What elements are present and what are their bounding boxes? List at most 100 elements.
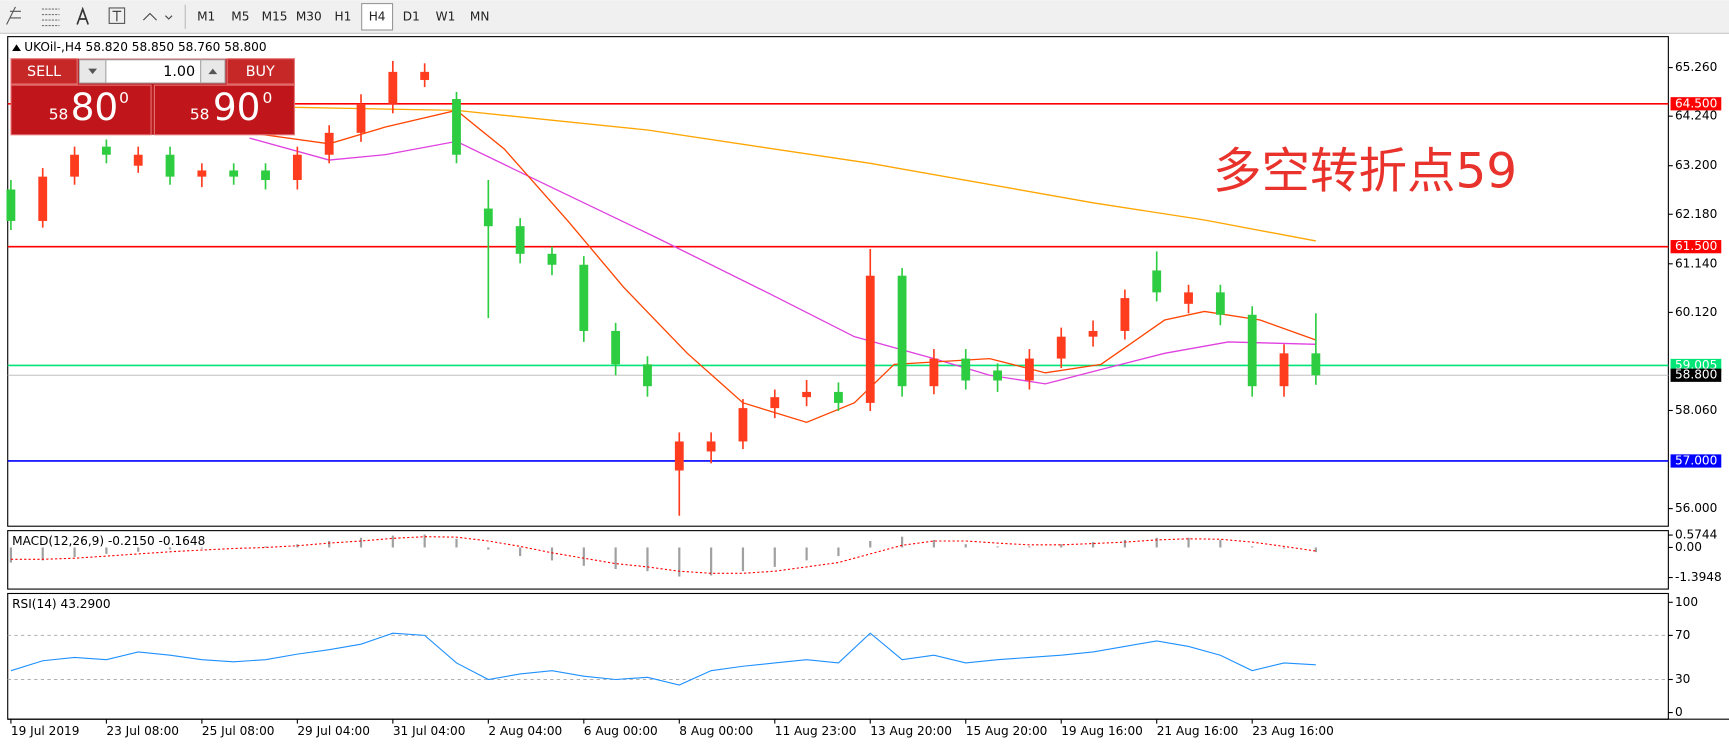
toolbar: M1 M5 M15 M30 H1 H4 D1 W1 MN: [0, 0, 1729, 34]
candle-body: [261, 170, 270, 180]
timeframe-button[interactable]: D1: [403, 9, 420, 23]
candle-body: [292, 154, 302, 180]
level-label: 57.000: [1675, 453, 1717, 467]
trade-panel: SELL 1.00 BUY 58 80 0 58 90 0: [10, 58, 295, 136]
candle-body: [738, 408, 748, 442]
candle-body: [452, 99, 461, 155]
candle-body: [1279, 353, 1289, 387]
candle-body: [1024, 358, 1034, 381]
timeframe-label: M5: [231, 9, 249, 23]
candle-body: [1056, 336, 1066, 359]
x-tick-label: 31 Jul 04:00: [393, 724, 466, 738]
y-tick-label: 58.060: [1675, 403, 1717, 417]
y-tick-label: 0.5744: [1675, 528, 1718, 542]
x-tick-label: 19 Jul 2019: [11, 724, 80, 738]
y-tick-label: 56.000: [1675, 501, 1717, 515]
timeframe-button[interactable]: H1: [335, 9, 352, 23]
panel-title: MACD(12,26,9) -0.2150 -0.1648: [12, 534, 205, 548]
buy-price[interactable]: 58 90 0: [153, 84, 295, 136]
x-tick-label: 25 Jul 08:00: [202, 724, 275, 738]
candle-body: [229, 170, 239, 177]
candle-body: [356, 103, 366, 133]
timeframe-label: H4: [369, 9, 386, 23]
sell-price[interactable]: 58 80 0: [10, 84, 152, 136]
tool-crosshair[interactable]: [6, 6, 21, 25]
level-label-bg: [1670, 240, 1722, 254]
panel-title: RSI(14) 43.2900: [12, 597, 110, 611]
timeframe-button[interactable]: M5: [231, 9, 249, 23]
candle-body: [1215, 292, 1225, 315]
level-label-bg: [1670, 97, 1722, 111]
toolbar-bg: [0, 0, 1729, 34]
lots-up[interactable]: [200, 59, 226, 84]
timeframe-button[interactable]: H4: [361, 2, 394, 31]
candle-body: [515, 226, 525, 254]
candle-body: [865, 275, 875, 403]
x-tick-label: 23 Aug 16:00: [1252, 724, 1334, 738]
timeframe-button[interactable]: MN: [470, 9, 490, 23]
level-label-bg: [1670, 454, 1722, 468]
candle-body: [1152, 270, 1162, 293]
timeframe-button[interactable]: M15: [262, 9, 288, 23]
sell-button[interactable]: SELL: [10, 58, 78, 85]
candle-body: [674, 441, 684, 471]
candle-body: [165, 154, 175, 177]
candle-body: [929, 358, 939, 387]
y-tick-label: 61.140: [1675, 256, 1717, 270]
candle-body: [961, 358, 971, 381]
candle-body: [643, 364, 652, 387]
tool-label[interactable]: [108, 7, 126, 24]
candle-body: [483, 208, 493, 227]
sell-price-sup: 0: [119, 89, 129, 107]
timeframe-button[interactable]: M1: [197, 9, 215, 23]
candle-body: [6, 189, 16, 221]
tool-fibo[interactable]: [41, 8, 60, 27]
x-tick-label: 21 Aug 16:00: [1157, 724, 1239, 738]
candle-body: [897, 275, 907, 387]
timeframe-label: M1: [197, 9, 215, 23]
y-tick-label: 70: [1675, 628, 1690, 642]
level-label: 64.500: [1675, 96, 1717, 110]
tool-arrows[interactable]: [142, 12, 173, 21]
y-tick-label: 100: [1675, 595, 1698, 609]
annotation: 多空转折点59: [1213, 143, 1517, 199]
candle-body: [38, 176, 48, 221]
panel-title: UKOil-,H4 58.820 58.850 58.760 58.800: [24, 40, 266, 54]
y-tick-label: 60.120: [1675, 305, 1717, 319]
y-tick-label: 64.240: [1675, 109, 1717, 123]
candle-body: [1247, 314, 1257, 387]
y-tick-label: 63.200: [1675, 158, 1717, 172]
candle-body: [388, 71, 398, 104]
symbol-marker: [12, 44, 21, 51]
candle-body: [197, 170, 207, 177]
tool-text[interactable]: [76, 6, 89, 25]
buy-price-main: 90: [213, 85, 261, 129]
x-tick-label: 6 Aug 00:00: [584, 724, 658, 738]
candle-body: [770, 397, 780, 409]
buy-button[interactable]: BUY: [226, 58, 295, 85]
current-price-label: 58.800: [1675, 368, 1717, 382]
timeframe-button[interactable]: W1: [436, 9, 456, 23]
candle-body: [547, 253, 557, 265]
level-label: 61.500: [1675, 239, 1717, 253]
candle-body: [70, 154, 79, 177]
y-tick-label: 62.180: [1675, 207, 1717, 221]
timeframe-label: M30: [296, 9, 322, 23]
y-tick-label: 65.260: [1675, 60, 1717, 74]
x-tick-label: 13 Aug 20:00: [870, 724, 952, 738]
candle-body: [324, 132, 334, 155]
x-tick-label: 11 Aug 23:00: [775, 724, 857, 738]
timeframe-label: W1: [436, 9, 456, 23]
x-tick-label: 19 Aug 16:00: [1061, 724, 1143, 738]
timeframe-label: M15: [262, 9, 288, 23]
timeframe-label: H1: [335, 9, 352, 23]
lots-down[interactable]: [78, 59, 107, 84]
candle-body: [101, 146, 111, 155]
candle-body: [420, 71, 430, 80]
x-tick-label: 23 Jul 08:00: [106, 724, 179, 738]
timeframe-button[interactable]: M30: [296, 9, 322, 23]
sell-label: SELL: [27, 64, 61, 80]
rsi-line: [10, 632, 1316, 686]
current-price-bg: [1670, 368, 1722, 382]
